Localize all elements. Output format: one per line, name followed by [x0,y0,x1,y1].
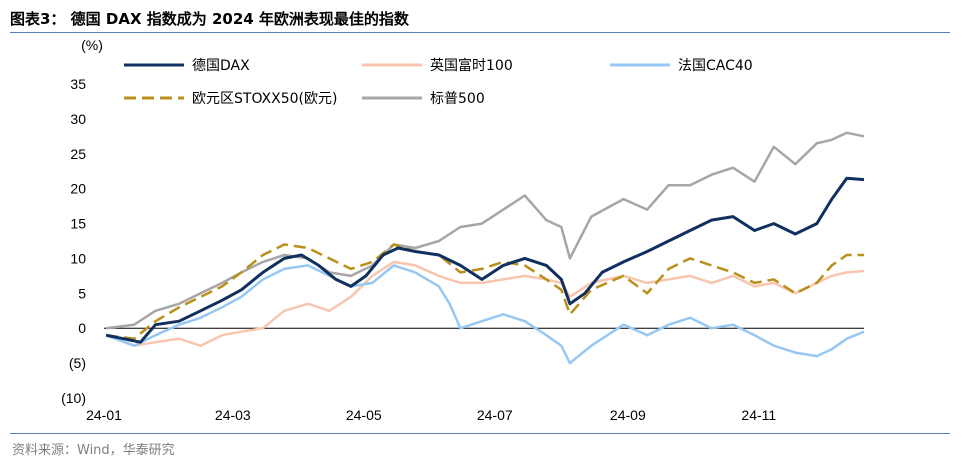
x-axis-ticks: 24-01 24-03 24-05 24-07 24-09 24-11 [86,407,776,423]
y-tick-label: 25 [70,146,86,162]
legend: 德国DAX 英国富时100 法国CAC40 欧元区STOXX50(欧元) 标普500 [124,57,753,107]
x-tick-label: 24-03 [215,407,251,423]
y-tick-label: 20 [70,181,86,197]
x-tick-label: 24-09 [610,407,646,423]
x-tick-label: 24-01 [86,407,122,423]
series-layer [105,131,865,365]
y-tick-label: 30 [70,111,86,127]
legend-label: 欧元区STOXX50(欧元) [192,91,337,107]
y-axis-unit-label: (%) [81,37,103,53]
title-divider [10,32,950,33]
legend-label: 德国DAX [192,58,250,74]
y-tick-label: 35 [70,76,86,92]
series-line-1 [105,176,865,344]
chart-title: 图表3： 德国 DAX 指数成为 2024 年欧洲表现最佳的指数 [10,10,409,28]
y-tick-label: 5 [78,285,86,301]
legend-label: 标普500 [430,91,485,107]
y-tick-label: 0 [78,320,86,336]
series-line-2 [105,260,865,347]
series-line-5 [105,131,865,330]
source-divider [10,433,950,434]
y-tick-label: 15 [70,216,86,232]
y-tick-label: 10 [70,250,86,266]
x-tick-label: 24-07 [477,407,513,423]
y-tick-label: (10) [61,390,86,406]
y-axis-ticks: 35 30 25 20 15 10 5 0 (5) (10) [61,76,86,406]
legend-label: 英国富时100 [430,57,513,74]
y-tick-label: (5) [69,355,86,371]
series-line-4 [105,243,864,340]
series-line-3 [105,264,865,365]
source-note: 资料来源：Wind，华泰研究 [12,443,175,458]
x-tick-label: 24-05 [346,407,382,423]
x-tick-label: 24-11 [741,407,776,423]
legend-label: 法国CAC40 [678,58,753,74]
